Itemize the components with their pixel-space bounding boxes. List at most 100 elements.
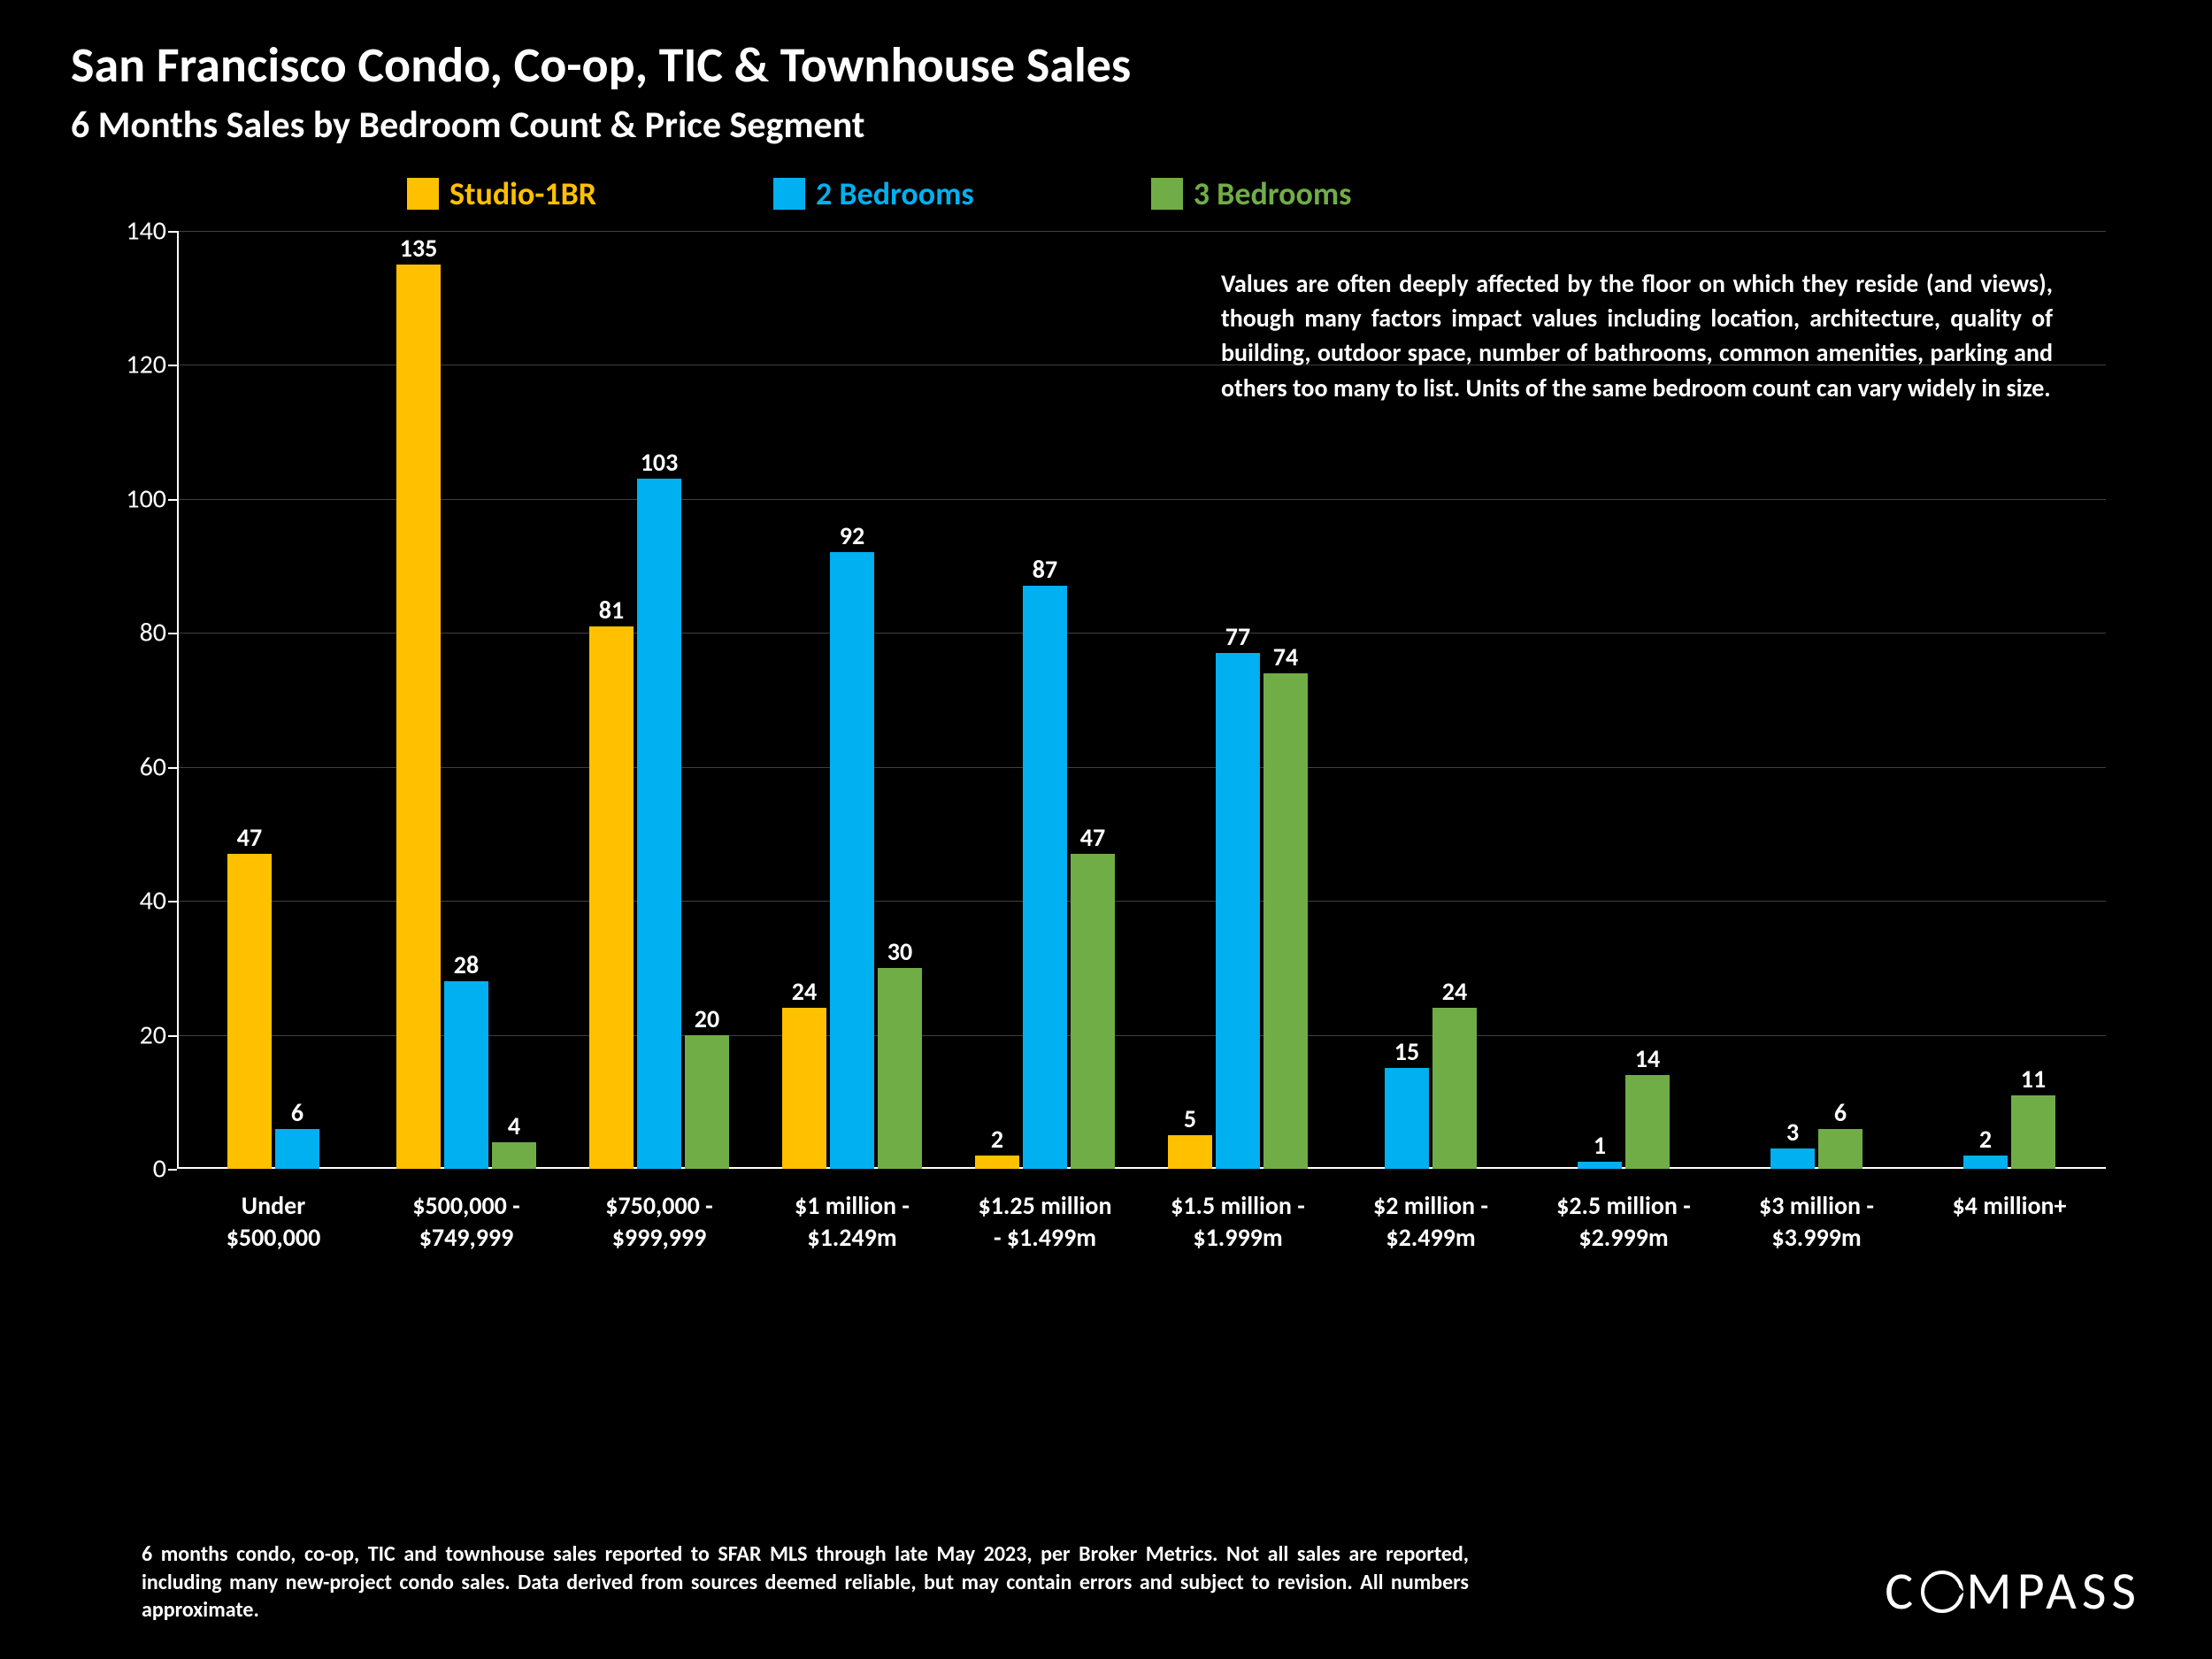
legend-label: Studio-1BR bbox=[449, 174, 596, 213]
y-tick-mark bbox=[168, 767, 177, 769]
x-axis-label: $2 million -$2.499m bbox=[1334, 1178, 1527, 1293]
bar: 20 bbox=[685, 1035, 729, 1169]
bar: 77 bbox=[1216, 653, 1260, 1169]
legend-label: 3 Bedrooms bbox=[1194, 174, 1352, 213]
bar-value-label: 135 bbox=[400, 233, 438, 264]
y-tick-mark bbox=[168, 499, 177, 501]
bar-value-label: 15 bbox=[1394, 1036, 1419, 1067]
x-axis-label: Under$500,000 bbox=[177, 1178, 370, 1293]
x-axis-label: $1.25 million- $1.499m bbox=[949, 1178, 1141, 1293]
y-tick-label: 100 bbox=[126, 482, 166, 515]
y-tick-label: 80 bbox=[140, 617, 166, 649]
y-tick-label: 0 bbox=[153, 1153, 166, 1186]
bar-value-label: 1 bbox=[1594, 1130, 1606, 1161]
bar-group: 476 bbox=[177, 231, 370, 1169]
bar-value-label: 77 bbox=[1225, 621, 1250, 652]
legend-item: 3 Bedrooms bbox=[1151, 174, 1352, 213]
logo-prefix: C bbox=[1885, 1559, 1918, 1624]
x-axis-label: $3 million -$3.999m bbox=[1720, 1178, 1913, 1293]
bar-group: 28747 bbox=[949, 231, 1141, 1169]
y-tick-mark bbox=[168, 365, 177, 366]
chart-title: San Francisco Condo, Co-op, TIC & Townho… bbox=[71, 35, 2141, 96]
chart-area: 020406080100120140 476135284811032024923… bbox=[71, 231, 2141, 1293]
footer: 6 months condo, co-op, TIC and townhouse… bbox=[142, 1540, 2141, 1624]
bar: 4 bbox=[492, 1142, 536, 1169]
bar-value-label: 4 bbox=[508, 1110, 520, 1141]
legend-item: 2 Bedrooms bbox=[773, 174, 974, 213]
bar: 24 bbox=[1432, 1008, 1477, 1169]
x-axis-label: $500,000 -$749,999 bbox=[370, 1178, 563, 1293]
legend-label: 2 Bedrooms bbox=[816, 174, 974, 213]
bar: 6 bbox=[1818, 1129, 1863, 1169]
y-tick-label: 140 bbox=[126, 215, 166, 248]
bar: 11 bbox=[2011, 1095, 2055, 1169]
y-tick-label: 20 bbox=[140, 1018, 166, 1051]
y-tick-label: 60 bbox=[140, 750, 166, 783]
bar-value-label: 81 bbox=[599, 595, 624, 626]
bar: 14 bbox=[1625, 1075, 1670, 1169]
bar-group: 249230 bbox=[756, 231, 949, 1169]
plot-area: 4761352848110320249230287475777415241143… bbox=[177, 231, 2106, 1169]
bar: 81 bbox=[589, 626, 634, 1169]
x-axis-labels: Under$500,000$500,000 -$749,999$750,000 … bbox=[177, 1178, 2106, 1293]
bar: 135 bbox=[396, 265, 441, 1169]
bar-value-label: 3 bbox=[1786, 1117, 1799, 1148]
logo-o-icon bbox=[1921, 1571, 1963, 1613]
footnote-text: 6 months condo, co-op, TIC and townhouse… bbox=[142, 1540, 1469, 1624]
legend-swatch bbox=[407, 178, 439, 210]
logo-suffix: MPASS bbox=[1966, 1559, 2141, 1624]
x-axis-label: $1.5 million -$1.999m bbox=[1141, 1178, 1334, 1293]
bar: 3 bbox=[1770, 1148, 1815, 1169]
bar-value-label: 24 bbox=[1442, 976, 1467, 1007]
bar-value-label: 87 bbox=[1033, 554, 1057, 585]
bar-value-label: 30 bbox=[887, 936, 912, 967]
y-tick-mark bbox=[168, 901, 177, 902]
bar-value-label: 2 bbox=[1979, 1124, 1992, 1155]
legend-swatch bbox=[1151, 178, 1183, 210]
x-axis-label: $4 million+ bbox=[1913, 1178, 2106, 1293]
bar-value-label: 47 bbox=[237, 822, 262, 853]
bar-value-label: 74 bbox=[1273, 641, 1298, 672]
bar-value-label: 14 bbox=[1635, 1043, 1660, 1074]
bar-value-label: 20 bbox=[695, 1003, 719, 1034]
bar-value-label: 103 bbox=[641, 447, 679, 478]
bar: 47 bbox=[227, 854, 272, 1169]
bar-value-label: 5 bbox=[1184, 1103, 1196, 1134]
bar: 30 bbox=[878, 968, 922, 1169]
bar-value-label: 6 bbox=[291, 1097, 303, 1128]
bar: 1 bbox=[1578, 1162, 1622, 1169]
bar: 47 bbox=[1071, 854, 1115, 1169]
x-axis-label: $2.5 million -$2.999m bbox=[1527, 1178, 1720, 1293]
annotation-text: Values are often deeply affected by the … bbox=[1221, 266, 2053, 405]
bar-value-label: 92 bbox=[840, 520, 864, 551]
bar-value-label: 47 bbox=[1080, 822, 1105, 853]
x-axis-label: $750,000 -$999,999 bbox=[563, 1178, 756, 1293]
legend-swatch bbox=[773, 178, 805, 210]
bar-value-label: 24 bbox=[792, 976, 817, 1007]
chart-subtitle: 6 Months Sales by Bedroom Count & Price … bbox=[71, 103, 2141, 148]
y-tick-label: 120 bbox=[126, 349, 166, 381]
y-tick-mark bbox=[168, 1169, 177, 1171]
bar: 2 bbox=[1963, 1156, 2008, 1169]
bar: 92 bbox=[830, 552, 874, 1169]
bar-value-label: 11 bbox=[2021, 1064, 2046, 1094]
bar-value-label: 6 bbox=[1834, 1097, 1847, 1128]
x-axis-label: $1 million -$1.249m bbox=[756, 1178, 949, 1293]
bar: 15 bbox=[1385, 1068, 1429, 1169]
bar: 6 bbox=[275, 1129, 319, 1169]
y-tick-mark bbox=[168, 633, 177, 634]
bar-value-label: 2 bbox=[991, 1124, 1003, 1155]
bar: 2 bbox=[975, 1156, 1019, 1169]
bar: 24 bbox=[782, 1008, 826, 1169]
bar: 87 bbox=[1023, 586, 1067, 1169]
legend-item: Studio-1BR bbox=[407, 174, 596, 213]
legend: Studio-1BR 2 Bedrooms 3 Bedrooms bbox=[407, 174, 2141, 213]
bar-group: 135284 bbox=[370, 231, 563, 1169]
y-tick-mark bbox=[168, 231, 177, 233]
bar: 28 bbox=[444, 981, 488, 1169]
y-tick-label: 40 bbox=[140, 885, 166, 918]
bar: 5 bbox=[1168, 1135, 1212, 1169]
compass-logo: C MPASS bbox=[1885, 1559, 2141, 1624]
y-axis: 020406080100120140 bbox=[71, 231, 177, 1169]
y-tick-mark bbox=[168, 1035, 177, 1037]
